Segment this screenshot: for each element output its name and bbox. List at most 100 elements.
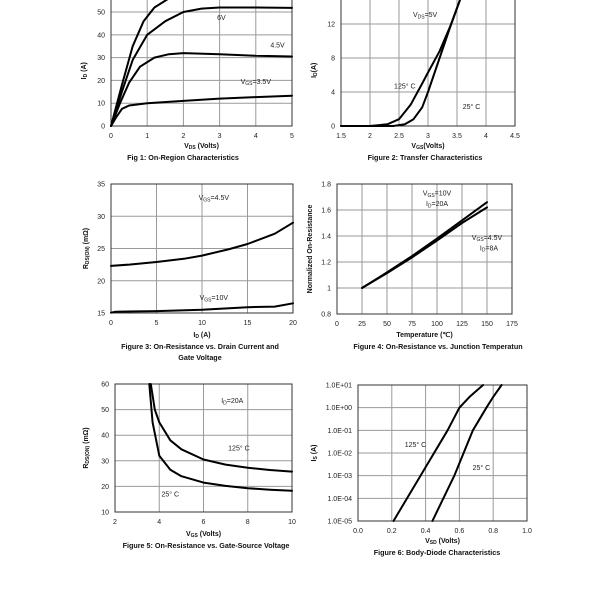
y-tick-label: 35 [97,182,105,189]
text-segment: 4.5V [270,42,285,49]
x-tick-label: 0 [335,321,339,328]
text-segment: =20A [432,201,449,208]
figure-caption: Fig 1: On-Region Characteristics [127,153,239,162]
y-tick-label: 12 [327,22,335,29]
y-tick-label: 1.8 [321,182,331,189]
x-tick-label: 5 [155,320,159,327]
text-segment: Normalized On-Resistance [307,205,314,294]
text-segment: V [425,538,430,545]
y-tick-label: 30 [101,458,109,465]
text-segment: (mΩ) [83,427,90,445]
subscript: GS [245,81,253,87]
x-tick-label: 2 [181,133,185,140]
text-segment: I [193,332,195,339]
x-tick-label: 3.5 [452,133,462,140]
y-tick-label: 40 [101,433,109,440]
figure-caption: Figure 6: Body-Diode Characteristics [374,548,501,557]
subscript: D [195,334,199,340]
x-axis-label: ID (A) [193,332,210,340]
text-segment: 125° C [394,83,415,91]
x-tick-label: 75 [408,321,416,328]
text-segment: I [81,77,88,79]
y-tick-label: 30 [97,214,105,221]
x-tick-label: 10 [288,519,296,526]
x-tick-label: 0 [109,320,113,327]
text-segment: (Volts) [198,531,221,538]
text-segment: V [200,295,205,302]
x-tick-label: 50 [383,321,391,328]
series-line-125-c [392,384,485,522]
y-tick-label: 0 [331,124,335,131]
subscript: D [482,248,486,254]
series-line-10v [110,0,169,127]
x-axis-label: Temperature (℃) [396,331,452,339]
text-segment: V [184,143,189,150]
text-segment: V [186,531,191,538]
text-segment: 125° C [405,441,426,449]
plot-frame [340,0,516,127]
text-segment: =4.5V [211,195,230,202]
text-segment: V [413,12,418,19]
x-axis-label: VGS (Volts) [186,531,221,539]
series-line-vgs-4-5v [110,221,294,267]
text-segment: I [426,201,428,208]
series-annotation: VGS=10V [423,191,452,199]
text-segment: =3.5V [253,79,272,86]
x-axis-label: VDS (Volts) [184,143,219,151]
series-line-25-c [340,0,462,127]
subscript: D [428,203,432,209]
text-segment: V [411,143,416,150]
y-tick-label: 20 [101,484,109,491]
text-segment: 25° C [162,491,180,499]
text-segment: 10V [132,0,145,2]
text-segment: 25° C [463,103,481,111]
x-tick-label: 150 [481,321,493,328]
text-segment: R [83,464,90,469]
series-annotation: 10V [132,0,145,2]
text-segment: 125° C [228,445,249,453]
y-tick-label: 1.0E-05 [327,519,352,526]
y-tick-label: 50 [97,10,105,17]
text-segment: V [241,79,246,86]
x-tick-label: 6 [202,519,206,526]
series-annotation: 125° C [228,445,249,453]
y-axis-label: Normalized On-Resistance [307,205,314,294]
x-tick-label: 10 [198,320,206,327]
x-tick-label: 1.0 [522,528,532,535]
subscript: DS(ON) [85,246,91,264]
subscript: GS [427,193,435,199]
x-tick-label: 2.5 [394,133,404,140]
y-tick-label: 25 [97,246,105,253]
x-tick-label: 2 [113,519,117,526]
series-line-3-5v [110,94,293,127]
y-tick-label: 4 [331,90,335,97]
series-annotation: VGS=3.5V [241,79,272,87]
figure-caption: Figure 3: On-Resistance vs. Drain Curren… [121,342,279,351]
text-segment: V [423,191,428,198]
series-line-vgs-10v-id-20a [361,201,488,289]
y-tick-label: 15 [97,311,105,318]
text-segment: Temperature (℃) [396,331,452,339]
y-tick-label: 30 [97,55,105,62]
x-tick-label: 25 [358,321,366,328]
y-tick-label: 0 [101,124,105,131]
subscript: DS [418,14,426,20]
x-tick-label: 3 [426,133,430,140]
y-tick-label: 1.0E-02 [327,451,352,458]
figure-caption: Figure 5: On-Resistance vs. Gate-Source … [123,541,290,550]
x-tick-label: 0.8 [488,528,498,535]
series-annotation: ID=20A [426,201,448,209]
y-tick-label: 40 [97,32,105,39]
series-line-25-c [148,383,293,492]
y-tick-label: 20 [97,78,105,85]
subscript: GS [191,533,199,539]
series-line-125-c [149,383,293,473]
series-line-vgs-10v [110,302,294,314]
text-segment: (A) [81,62,88,74]
text-segment: 6V [217,15,226,22]
y-tick-label: 1.4 [321,234,331,241]
x-tick-label: 4 [254,133,258,140]
